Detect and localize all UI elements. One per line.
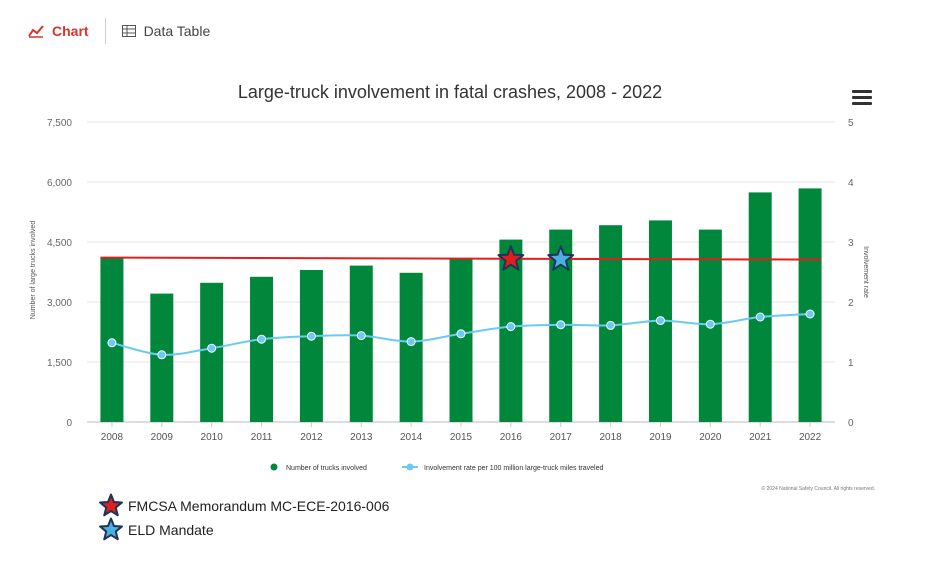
y2-tick-label: 2	[848, 298, 854, 309]
view-tabs: Chart Data Table	[28, 18, 210, 44]
y-tick-label: 0	[66, 418, 72, 429]
rate-point-2010	[207, 343, 217, 353]
x-tick-label: 2010	[201, 432, 224, 443]
y2-tick-label: 4	[848, 178, 854, 189]
rate-point-2013	[356, 331, 366, 341]
bar-2021	[748, 192, 772, 422]
rate-point-2017	[556, 320, 566, 330]
x-tick-label: 2016	[500, 432, 523, 443]
legend-bar-swatch	[270, 463, 278, 471]
x-tick-label: 2014	[400, 432, 423, 443]
line-chart-icon	[28, 25, 44, 38]
y2-tick-label: 5	[848, 118, 854, 129]
y2-tick-label: 0	[848, 418, 854, 429]
y2-tick-label: 1	[848, 358, 854, 369]
rate-point-2011	[257, 334, 267, 344]
rate-point-2020	[705, 319, 715, 329]
y2-axis-title: Involvement rate	[862, 246, 869, 298]
hamburger-menu-icon[interactable]	[852, 90, 872, 106]
tab-chart-label: Chart	[52, 23, 89, 39]
note-eld-mandate: ELD Mandate	[98, 517, 389, 542]
rate-point-2021	[755, 312, 765, 322]
y-tick-label: 6,000	[47, 178, 72, 189]
x-tick-label: 2020	[699, 432, 722, 443]
x-tick-label: 2013	[350, 432, 373, 443]
rate-point-2016	[506, 322, 516, 332]
rate-point-2008	[107, 338, 117, 348]
bar-2022	[798, 188, 822, 422]
marker-notes: FMCSA Memorandum MC-ECE-2016-006 ELD Man…	[98, 493, 390, 542]
rate-point-2009	[157, 350, 167, 360]
x-tick-label: 2011	[251, 432, 273, 443]
x-tick-label: 2019	[649, 432, 672, 443]
y-tick-label: 1,500	[47, 358, 72, 369]
x-tick-label: 2009	[151, 432, 174, 443]
rate-point-2015	[456, 329, 466, 339]
blue-star-icon	[99, 517, 123, 541]
tab-data-table[interactable]: Data Table	[104, 18, 211, 44]
x-tick-label: 2018	[599, 432, 622, 443]
x-tick-label: 2021	[749, 432, 772, 443]
bar-2014	[399, 272, 423, 422]
red-star-icon	[99, 493, 123, 517]
y2-tick-label: 3	[848, 238, 854, 249]
legend-line-label: Involvement rate per 100 million large-t…	[424, 465, 603, 472]
note-eld-label: ELD Mandate	[128, 522, 214, 538]
note-star-shape	[99, 517, 123, 541]
bar-2012	[299, 270, 323, 422]
legend-bar-label: Number of trucks involved	[286, 465, 367, 472]
legend-line-point	[406, 463, 414, 471]
tab-data-table-label: Data Table	[143, 23, 211, 39]
y-tick-label: 4,500	[47, 238, 72, 249]
y-tick-label: 3,000	[47, 298, 72, 309]
x-tick-label: 2012	[300, 432, 323, 443]
chart-title: Large-truck involvement in fatal crashes…	[238, 82, 662, 102]
tab-chart[interactable]: Chart	[28, 23, 105, 39]
rate-point-2014	[406, 337, 416, 347]
rate-point-2018	[606, 320, 616, 330]
rate-point-2019	[655, 316, 665, 326]
note-fmcsa-label: FMCSA Memorandum MC-ECE-2016-006	[128, 498, 390, 514]
note-fmcsa-memorandum: FMCSA Memorandum MC-ECE-2016-006	[98, 493, 390, 518]
x-tick-label: 2015	[450, 432, 473, 443]
rate-point-2012	[306, 331, 316, 341]
star-marker-2017	[547, 245, 575, 271]
y-tick-label: 7,500	[47, 118, 72, 129]
bar-2015	[449, 258, 473, 422]
trend-line	[100, 256, 822, 261]
table-icon	[121, 25, 136, 37]
x-tick-label: 2017	[550, 432, 573, 443]
star-marker-2016	[497, 245, 525, 271]
y-axis-title: Number of large trucks involved	[30, 221, 37, 320]
copyright-credit: © 2024 National Safety Council. All righ…	[762, 485, 875, 492]
bar-2013	[349, 265, 373, 422]
x-tick-label: 2022	[799, 432, 822, 443]
note-star-shape	[99, 493, 123, 517]
bar-2011	[250, 276, 274, 422]
x-tick-label: 2008	[101, 432, 124, 443]
rate-point-2022	[805, 309, 815, 319]
